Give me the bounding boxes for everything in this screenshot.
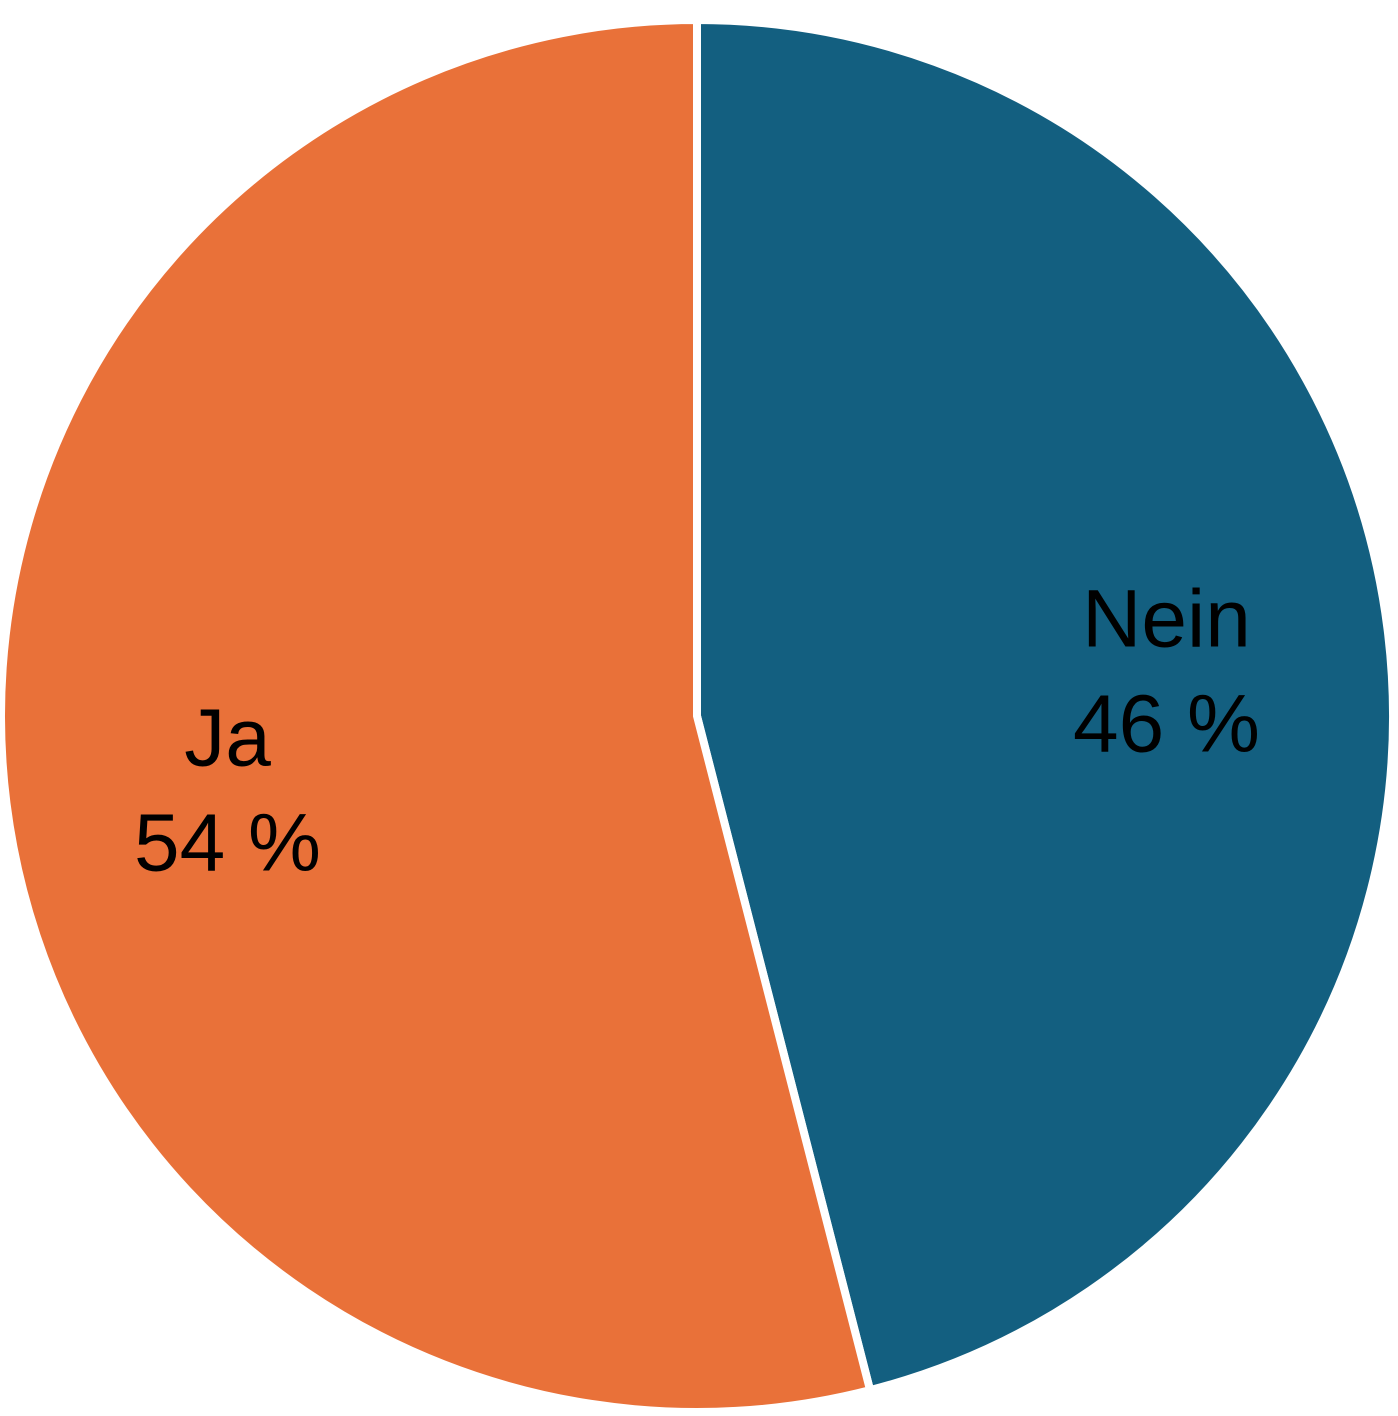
slice-value-label-nein: 46 % <box>1073 679 1260 770</box>
slice-label-ja: Ja <box>184 692 271 783</box>
pie-labels: Nein 46 % Ja 54 % <box>134 574 1260 889</box>
pie-slice-nein <box>693 15 1397 1396</box>
slice-label-nein: Nein <box>1082 574 1251 665</box>
pie-slice-ja <box>0 15 875 1416</box>
slice-value-label-ja: 54 % <box>134 797 321 888</box>
pie-slices <box>0 15 1397 1416</box>
